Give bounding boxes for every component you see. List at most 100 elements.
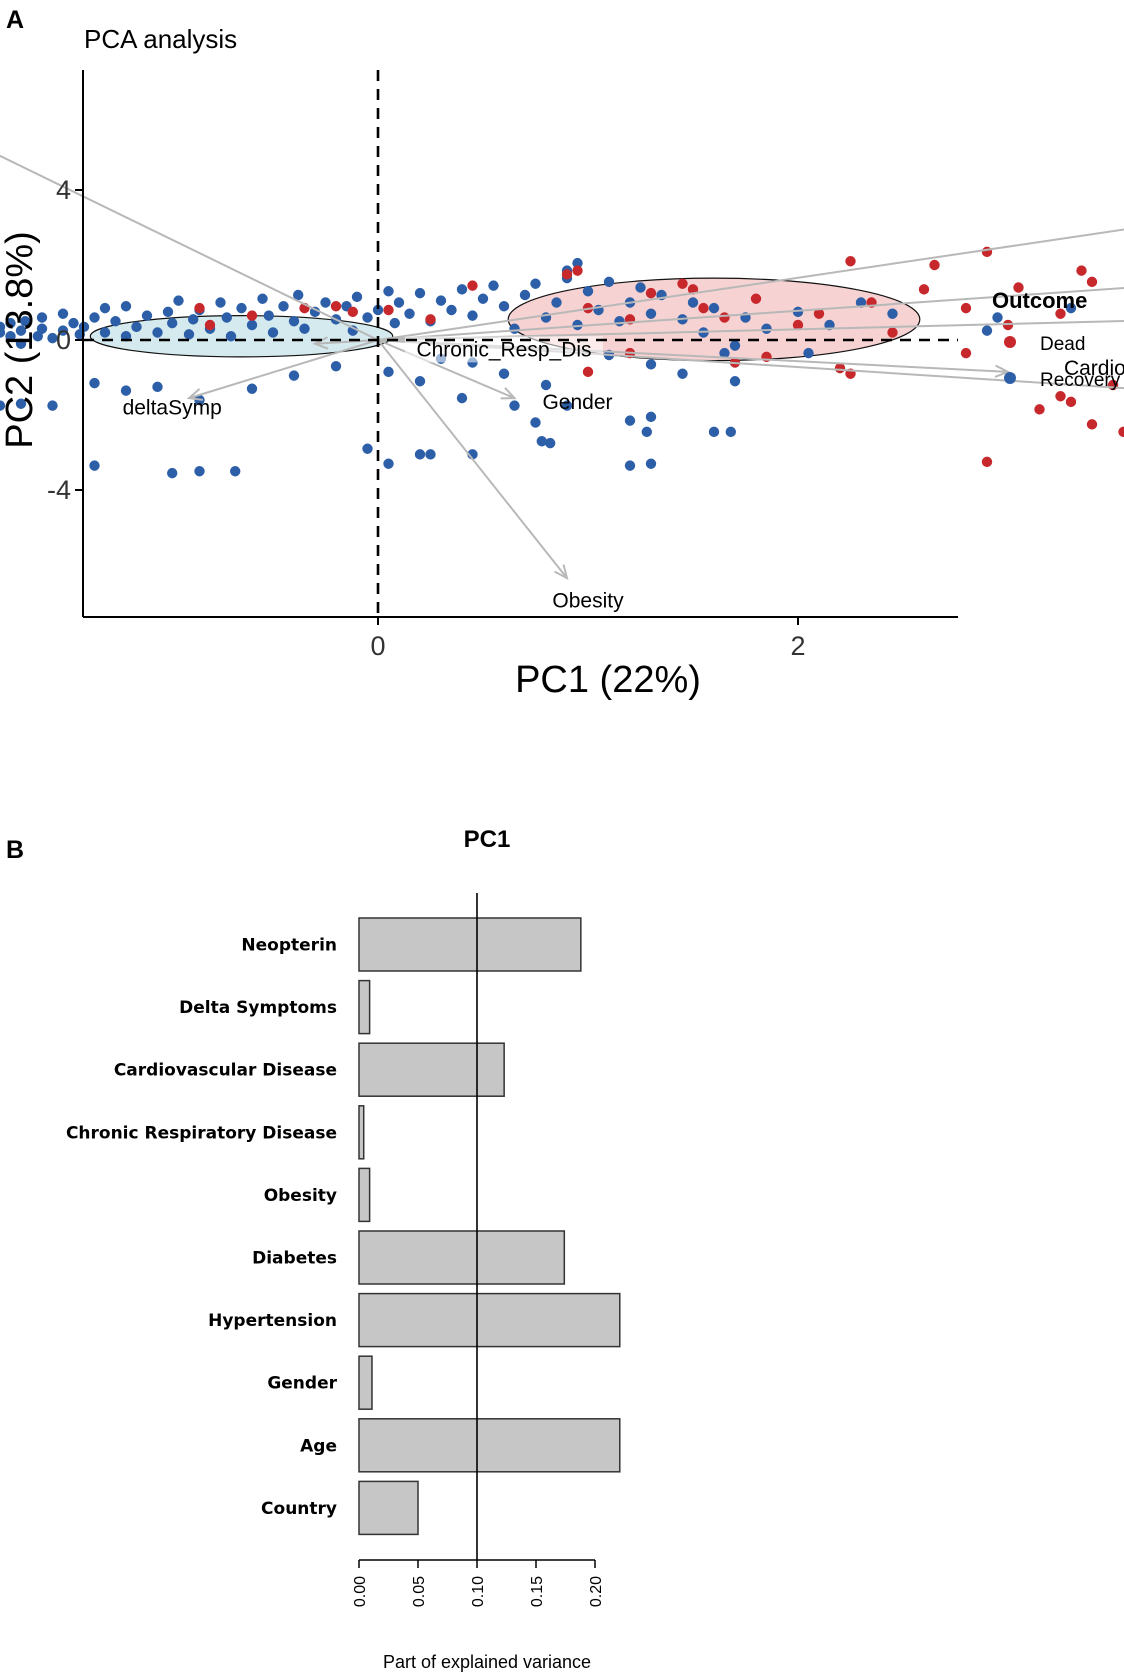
point-recovery (509, 323, 520, 334)
point-recovery (5, 317, 16, 329)
bars (358, 893, 621, 1560)
point-recovery (236, 302, 247, 314)
category-labels: Neopterin Delta Symptoms Cardiovascular Di… (66, 936, 338, 1519)
point-recovery (99, 302, 111, 314)
point-recovery (687, 297, 699, 308)
bar-chart: Neopterin Delta Symptoms Cardiovascular Di… (66, 893, 621, 1607)
bar-hypertension (358, 1292, 621, 1348)
legend-dead-label: Dead (1040, 334, 1085, 355)
point-dead (383, 304, 394, 316)
point-recovery (0, 321, 6, 333)
point-recovery (614, 316, 625, 327)
point-recovery (257, 293, 268, 304)
loading-obesity-label: Obesity (552, 590, 624, 613)
point-recovery (540, 379, 552, 391)
point-dead (194, 302, 205, 314)
point-recovery (488, 280, 499, 291)
loading-vectors: CountryAgeHypertensionNeopterinCardiovas… (0, 154, 1124, 613)
point-recovery (15, 325, 27, 336)
bar-delta-symptoms (358, 979, 371, 1035)
category-label: Age (300, 1436, 337, 1456)
point-dead (1055, 391, 1066, 402)
category-label: Cardiovascular Disease (114, 1061, 337, 1081)
point-recovery (530, 278, 541, 289)
point-recovery (435, 295, 447, 306)
point-dead (204, 319, 216, 331)
point-dead (1002, 319, 1014, 331)
point-dead (1086, 419, 1098, 430)
loading-gender-label: Gender (542, 391, 612, 414)
point-recovery (278, 301, 289, 312)
point-recovery (456, 284, 468, 295)
point-recovery (645, 308, 657, 319)
point-dead (960, 302, 972, 314)
loading-cardiovascular-dis-label: Cardiovascular_Dis (1064, 357, 1124, 380)
legend-recovery-marker (1004, 372, 1016, 384)
category-label: Obesity (264, 1186, 337, 1206)
point-recovery (803, 347, 814, 359)
pca-y-axis-label: PC2 (13.8%) (0, 231, 41, 449)
bar-x-axis: 0.00 0.05 0.10 0.15 0.20 (352, 1559, 605, 1607)
point-dead (572, 265, 583, 276)
point-recovery (293, 289, 304, 301)
point-recovery (162, 306, 174, 318)
point-dead (246, 310, 258, 321)
bar-x-tick-label: 0.00 (352, 1576, 369, 1607)
bar-chart-title: PC1 (464, 826, 511, 853)
point-recovery (645, 411, 657, 423)
point-recovery (120, 301, 132, 312)
point-recovery (981, 325, 993, 336)
point-dead (347, 306, 358, 318)
category-label: Delta Symptoms (179, 998, 337, 1018)
point-dead (719, 312, 730, 323)
point-dead (792, 319, 804, 331)
category-label: Hypertension (208, 1311, 337, 1331)
bar-x-tick-label: 0.15 (529, 1576, 546, 1607)
point-recovery (467, 310, 478, 321)
point-dead (698, 302, 709, 314)
point-recovery (263, 310, 274, 321)
point-dead (1065, 396, 1077, 408)
point-dead (1076, 265, 1087, 276)
pca-x-tick-label: 0 (370, 631, 385, 661)
point-recovery (167, 467, 178, 479)
point-recovery (641, 426, 652, 438)
point-recovery (561, 400, 573, 411)
point-recovery (288, 316, 300, 327)
point-recovery (15, 398, 27, 409)
point-recovery (131, 321, 142, 333)
point-recovery (477, 293, 489, 304)
point-dead (750, 293, 762, 304)
point-recovery (225, 331, 237, 342)
point-recovery (152, 381, 163, 393)
point-recovery (414, 287, 426, 299)
pca-title: PCA analysis (84, 24, 237, 54)
point-recovery (677, 368, 688, 379)
loading-deltasymp-arrowhead (186, 388, 204, 401)
point-recovery (215, 297, 226, 308)
point-recovery (141, 310, 153, 321)
point-recovery (221, 312, 232, 323)
bar-chronic-respiratory-disease (358, 1105, 365, 1160)
point-recovery (383, 458, 394, 469)
point-recovery (498, 301, 510, 312)
ellipse-recovery (89, 315, 394, 358)
point-recovery (152, 327, 163, 338)
loading-cardiovascular-dis-arrowhead (994, 364, 1011, 378)
point-recovery (57, 308, 69, 319)
point-dead (582, 366, 594, 378)
point-recovery (530, 417, 541, 428)
point-recovery (992, 312, 1003, 323)
point-dead (330, 301, 342, 312)
point-recovery (509, 400, 520, 411)
point-recovery (624, 415, 636, 426)
panel-label-a: A (6, 6, 24, 34)
point-recovery (36, 312, 48, 323)
point-recovery (761, 323, 772, 334)
point-recovery (362, 312, 373, 323)
reference-lines (83, 70, 958, 617)
bar-obesity (358, 1167, 371, 1223)
ellipse-dead (507, 277, 921, 362)
point-recovery (99, 327, 111, 338)
point-recovery (792, 306, 804, 318)
